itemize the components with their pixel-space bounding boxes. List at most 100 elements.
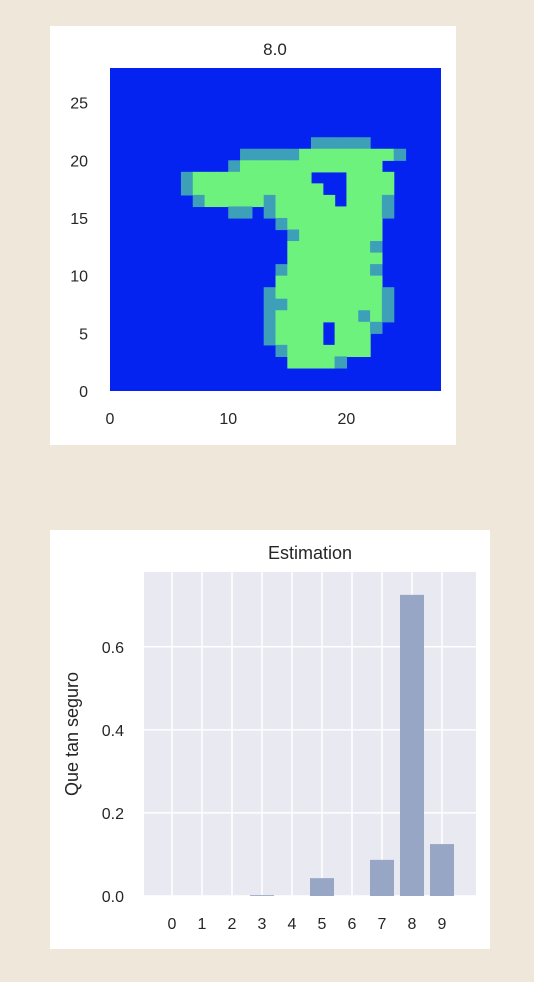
x-tick-label: 6 xyxy=(348,916,357,933)
digit-pixel xyxy=(358,217,371,231)
estimation-chart-panel: 0 1 2 3 4 5 6 7 8 9 0.0 0.2 0.4 0.6 Estimation Que t… xyxy=(50,530,490,949)
grid-lines xyxy=(144,572,476,897)
digit-pixel xyxy=(287,252,300,265)
digit-pixel xyxy=(299,275,312,288)
digit-pixel xyxy=(322,275,336,288)
digit-pixel xyxy=(334,229,348,242)
digit-pixel xyxy=(192,171,206,184)
x-tick-label: 20 xyxy=(338,411,356,428)
digit-pixel xyxy=(370,310,383,323)
digit-pixel xyxy=(334,298,348,311)
estimation-bar-chart: 0 1 2 3 4 5 6 7 8 9 0.0 0.2 0.4 0.6 Estimation Que t… xyxy=(62,543,476,933)
digit-pixel xyxy=(358,137,371,150)
digit-pixel xyxy=(346,194,359,208)
digit-pixel xyxy=(287,229,300,242)
digit-pixel xyxy=(287,298,300,311)
digit-title: 8.0 xyxy=(263,40,287,59)
digit-pixel xyxy=(287,344,300,357)
digit-pixel xyxy=(299,321,312,334)
digit-pixel xyxy=(334,344,348,357)
digit-pixel xyxy=(299,171,312,184)
digit-pixel xyxy=(310,252,324,265)
digit-pixel xyxy=(381,148,395,161)
digit-pixel xyxy=(287,241,300,254)
y-tick-label: 0.2 xyxy=(102,806,124,823)
digit-pixel xyxy=(334,310,348,323)
digit-pixel xyxy=(299,333,312,346)
digit-pixel xyxy=(334,241,348,254)
digit-x-ticks: 0 10 20 xyxy=(106,411,356,428)
digit-pixel xyxy=(204,183,217,196)
digit-pixel xyxy=(334,356,348,369)
digit-pixel xyxy=(346,333,359,346)
digit-pixel xyxy=(322,241,336,254)
digit-pixel xyxy=(263,298,277,311)
y-tick-label: 0.0 xyxy=(102,889,124,906)
digit-pixel xyxy=(381,206,395,219)
digit-pixel xyxy=(322,137,336,150)
digit-pixel xyxy=(275,206,288,219)
digit-pixel xyxy=(322,217,336,231)
digit-pixel xyxy=(287,333,300,346)
digit-pixel xyxy=(334,217,348,231)
y-tick-label: 15 xyxy=(70,211,88,228)
digit-pixel xyxy=(310,344,324,357)
digit-pixel xyxy=(322,229,336,242)
digit-pixel xyxy=(310,241,324,254)
digit-pixel xyxy=(358,310,371,323)
x-tick-label: 4 xyxy=(288,916,297,933)
digit-pixel xyxy=(287,310,300,323)
digit-pixel xyxy=(310,206,324,219)
digit-pixel xyxy=(358,287,371,300)
digit-pixel xyxy=(263,171,277,184)
digit-pixel xyxy=(287,275,300,288)
digit-pixel xyxy=(310,194,324,208)
digit-pixel xyxy=(334,287,348,300)
digit-pixel xyxy=(310,321,324,334)
digit-pixel xyxy=(358,344,371,357)
digit-pixel xyxy=(216,194,229,208)
digit-pixel xyxy=(346,217,359,231)
digit-pixel xyxy=(358,171,371,184)
digit-pixel xyxy=(251,160,265,173)
digit-pixel xyxy=(322,206,336,219)
digit-pixel xyxy=(240,194,253,208)
digit-pixel xyxy=(346,298,359,311)
digit-pixel xyxy=(346,264,359,277)
digit-pixel xyxy=(381,287,395,300)
digit-pixel xyxy=(299,206,312,219)
x-tick-label: 10 xyxy=(219,411,237,428)
digit-pixel xyxy=(275,344,288,357)
digit-pixel xyxy=(334,160,348,173)
digit-pixel xyxy=(310,160,324,173)
digit-pixel xyxy=(299,217,312,231)
digit-pixel xyxy=(358,252,371,265)
digit-pixel xyxy=(346,229,359,242)
y-tick-label: 0.6 xyxy=(102,640,124,657)
digit-pixel xyxy=(346,287,359,300)
digit-pixel xyxy=(370,229,383,242)
digit-pixel xyxy=(275,298,288,311)
digit-pixel xyxy=(287,206,300,219)
digit-pixel xyxy=(216,171,229,184)
digit-pixel xyxy=(346,344,359,357)
digit-pixel xyxy=(310,287,324,300)
digit-pixel xyxy=(228,206,241,219)
x-tick-label: 5 xyxy=(318,916,327,933)
digit-pixel xyxy=(322,287,336,300)
digit-pixel xyxy=(310,333,324,346)
digit-pixel xyxy=(180,171,194,184)
digit-pixel xyxy=(275,321,288,334)
digit-pixel xyxy=(251,171,265,184)
digit-pixel xyxy=(192,194,206,208)
digit-pixel xyxy=(287,148,300,161)
digit-pixel xyxy=(358,264,371,277)
digit-pixel xyxy=(322,148,336,161)
bar-7 xyxy=(370,859,394,896)
digit-pixel xyxy=(251,183,265,196)
digit-pixel xyxy=(334,333,348,346)
digit-y-ticks: 0 5 10 15 20 25 xyxy=(70,96,88,401)
digit-pixel xyxy=(287,321,300,334)
digit-pixel xyxy=(370,171,383,184)
digit-pixel xyxy=(299,287,312,300)
